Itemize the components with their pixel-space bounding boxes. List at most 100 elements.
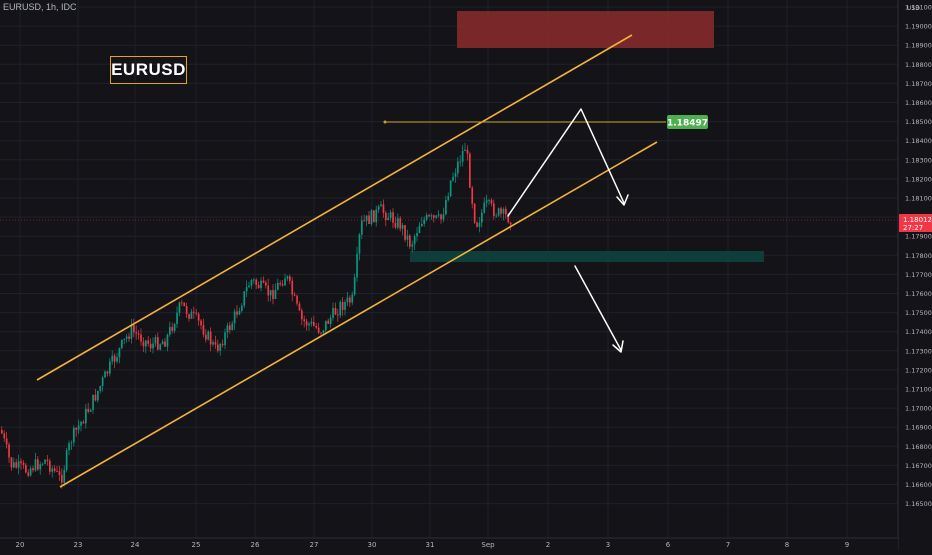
price-tick-label: 1.19000 [905, 23, 932, 31]
candle-body [197, 313, 200, 321]
candle-body [32, 468, 34, 471]
candle-body [241, 305, 243, 311]
candle-body [164, 341, 166, 347]
candle-body [428, 215, 430, 217]
candle-body [409, 235, 411, 247]
candle-body [193, 311, 195, 313]
candle-body [296, 295, 298, 304]
candle-body [25, 464, 27, 473]
price-tick-label: 1.16900 [905, 424, 932, 432]
candle-body [466, 149, 469, 154]
candle-body [329, 317, 332, 324]
price-tick-label: 1.16700 [905, 462, 932, 470]
candle-body [169, 326, 171, 335]
candle-body [221, 343, 224, 346]
candle-body [262, 280, 265, 283]
candle-body [212, 342, 214, 345]
candle-body [322, 330, 325, 333]
level-anchor-point[interactable] [383, 120, 387, 124]
candle-body [397, 218, 399, 228]
candle-body [497, 208, 500, 216]
candle-body [346, 297, 349, 303]
candle-body [353, 277, 356, 295]
time-tick-label: 8 [785, 541, 789, 549]
time-tick-label: 2 [546, 541, 550, 549]
candle-body [202, 325, 205, 335]
candle-body [361, 220, 363, 235]
candle-body [171, 326, 174, 331]
candle-body [73, 427, 75, 443]
candle-body [5, 438, 8, 445]
candle-body [58, 471, 61, 475]
candle-body [310, 321, 313, 324]
candle-body [370, 210, 373, 225]
candle-body [339, 301, 342, 316]
candle-body [68, 443, 70, 451]
candle-body [233, 311, 236, 324]
price-tick-label: 1.18300 [905, 156, 932, 164]
price-tick-label: 1.17500 [905, 309, 932, 317]
candle-body [332, 307, 334, 318]
candle-body [260, 280, 262, 289]
candle-body [176, 312, 178, 325]
candle-body [161, 341, 164, 345]
candle-body [61, 474, 63, 483]
price-tick-label: 1.17100 [905, 386, 932, 394]
candle-body [416, 233, 418, 237]
channel-lower-line[interactable] [59, 141, 658, 488]
candle-body [229, 325, 231, 331]
candle-body [159, 344, 162, 350]
candle-body [92, 394, 94, 410]
candle-body [238, 310, 241, 315]
symbol-label: EURUSD, 1h, IDC [3, 2, 77, 12]
candle-body [166, 334, 169, 347]
candle-body [1, 430, 3, 434]
candle-body [56, 471, 58, 472]
support-zone[interactable] [410, 251, 764, 262]
candle-body [219, 343, 222, 351]
candle-body [205, 334, 207, 340]
candle-body [411, 244, 414, 247]
level-badge[interactable]: 1.18497 [667, 115, 708, 129]
candle-body [418, 226, 421, 234]
candle-body [248, 285, 250, 288]
candle-body [10, 457, 13, 468]
price-tick-label: 1.18900 [905, 42, 932, 50]
candle-body [365, 215, 368, 221]
candle-body [490, 200, 493, 204]
candle-body [27, 472, 30, 476]
candle-body [106, 371, 109, 374]
candle-body [394, 222, 397, 228]
time-tick-label: 20 [16, 541, 25, 549]
candle-body [442, 214, 445, 220]
candle-body [289, 276, 291, 281]
candle-body [305, 321, 308, 326]
candle-body [77, 425, 80, 430]
price-tick-label: 1.16800 [905, 443, 932, 451]
candle-body [224, 332, 226, 346]
candle-body [217, 344, 219, 351]
candle-body [447, 196, 450, 201]
price-axis[interactable]: 1.19100 1.19000 1.18900 1.18800 1.18700 1.186… [897, 0, 932, 550]
resistance-zone[interactable] [457, 11, 714, 48]
candle-body [327, 320, 330, 324]
candle-body [133, 325, 135, 333]
candle-body [317, 327, 320, 333]
time-axis[interactable]: 20 23 24 25 26 27 30 31 Sep 2 3 6 7 8 9 [0, 537, 898, 550]
candle-body [454, 173, 457, 177]
candle-body [509, 222, 512, 225]
candle-body [382, 204, 385, 213]
channel-upper-line[interactable] [36, 34, 633, 381]
chart-title-box[interactable]: EURUSD [110, 56, 187, 84]
projection-arrow-up-down[interactable] [507, 108, 629, 217]
candle-body [404, 225, 406, 240]
projection-arrow-breakdown[interactable] [574, 265, 624, 353]
candle-body [279, 283, 282, 285]
candle-body [301, 310, 303, 320]
time-tick-label: 27 [310, 541, 319, 549]
candle-body [313, 321, 315, 326]
candle-body [334, 307, 337, 315]
candle-body [272, 290, 274, 299]
